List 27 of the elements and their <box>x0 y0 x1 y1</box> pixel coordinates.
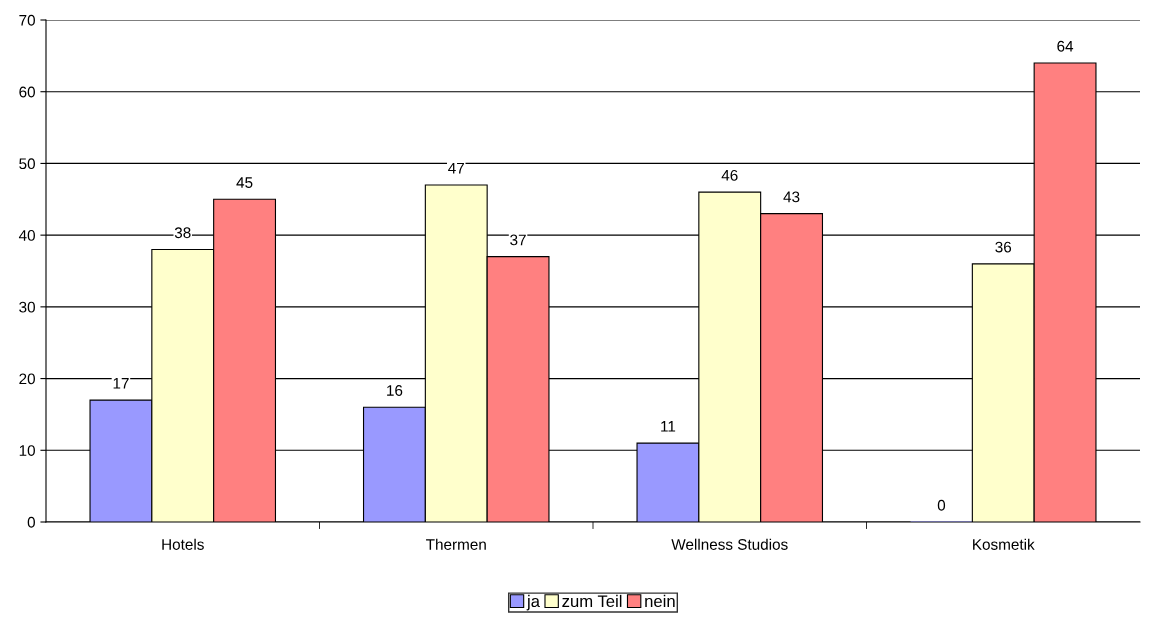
y-tick-label: 20 <box>19 373 35 385</box>
legend-label: zum Teil <box>562 594 622 608</box>
data-label: 0 <box>937 499 946 511</box>
data-label: 45 <box>236 177 253 188</box>
y-tick-label: 70 <box>19 14 35 26</box>
x-tick-label: Hotels <box>162 538 204 550</box>
data-label: 43 <box>783 191 800 203</box>
y-tick-label: 60 <box>19 86 35 98</box>
data-label: 37 <box>510 234 526 246</box>
data-label: 64 <box>1057 40 1074 52</box>
data-label: 46 <box>721 169 738 181</box>
x-tick-label: Thermen <box>426 538 486 550</box>
data-label: 47 <box>448 162 464 174</box>
x-tick-label: Wellness Studios <box>671 538 788 550</box>
data-label: 16 <box>387 385 403 396</box>
data-label: 38 <box>174 227 191 239</box>
y-tick-label: 40 <box>18 230 35 241</box>
y-tick-label: 10 <box>19 445 35 456</box>
data-label: 11 <box>661 421 676 432</box>
x-tick-label: Kosmetik <box>973 538 1035 550</box>
y-tick-label: 30 <box>19 301 35 313</box>
legend-label: ja <box>526 594 540 611</box>
data-label: 36 <box>995 241 1012 253</box>
y-tick-label: 0 <box>27 516 35 528</box>
y-tick-label: 50 <box>19 158 35 170</box>
legend-label: nein <box>645 594 675 608</box>
data-label: 17 <box>113 378 129 389</box>
